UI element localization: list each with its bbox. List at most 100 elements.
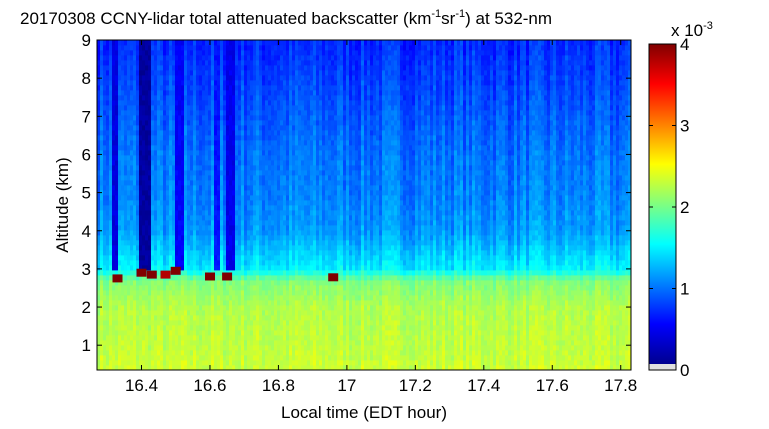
heatmap-cell — [214, 175, 218, 181]
heatmap-cell — [214, 200, 218, 206]
heatmap-cell — [268, 195, 272, 201]
heatmap-cell — [298, 250, 302, 256]
heatmap-cell — [232, 315, 236, 321]
heatmap-cell — [160, 110, 164, 116]
heatmap-cell — [157, 325, 161, 331]
heatmap-cell — [235, 135, 239, 141]
heatmap-cell — [295, 55, 299, 61]
heatmap-cell — [310, 115, 314, 121]
heatmap-cell — [247, 110, 251, 116]
heatmap-cell — [247, 255, 251, 261]
heatmap-cell — [109, 110, 113, 116]
heatmap-cell — [109, 200, 113, 206]
heatmap-cell — [232, 175, 236, 181]
heatmap-cell — [223, 150, 227, 156]
heatmap-cell — [265, 310, 269, 316]
heatmap-cell — [178, 340, 182, 346]
heatmap-cell — [262, 275, 266, 281]
heatmap-cell — [235, 175, 239, 181]
heatmap-cell — [241, 65, 245, 71]
heatmap-cell — [127, 45, 131, 51]
heatmap-cell — [298, 310, 302, 316]
heatmap-cell — [298, 115, 302, 121]
heatmap-cell — [160, 225, 164, 231]
heatmap-cell — [166, 340, 170, 346]
heatmap-cell — [136, 245, 140, 251]
heatmap-cell — [118, 320, 122, 326]
heatmap-cell — [229, 165, 233, 171]
heatmap-cell — [109, 165, 113, 171]
heatmap-cell — [211, 80, 215, 86]
heatmap-cell — [163, 70, 167, 76]
heatmap-cell — [127, 135, 131, 141]
heatmap-cell — [148, 40, 152, 46]
heatmap-cell — [136, 40, 140, 46]
heatmap-cell — [310, 95, 314, 101]
heatmap-cell — [193, 325, 197, 331]
heatmap-cell — [280, 45, 284, 51]
heatmap-cell — [271, 265, 275, 271]
heatmap-cell — [142, 165, 146, 171]
heatmap-cell — [151, 250, 155, 256]
heatmap-cell — [223, 120, 227, 126]
heatmap-cell — [247, 175, 251, 181]
heatmap-cell — [247, 125, 251, 131]
heatmap-cell — [259, 80, 263, 86]
heatmap-cell — [121, 225, 125, 231]
heatmap-cell — [232, 205, 236, 211]
heatmap-cell — [211, 60, 215, 66]
heatmap-cell — [319, 180, 323, 186]
heatmap-cell — [157, 210, 161, 216]
heatmap-cell — [208, 235, 212, 241]
heatmap-cell — [163, 140, 167, 146]
heatmap-cell — [199, 130, 203, 136]
heatmap-cell — [235, 125, 239, 131]
heatmap-cell — [229, 245, 233, 251]
heatmap-cell — [115, 215, 119, 221]
heatmap-cell — [298, 145, 302, 151]
heatmap-cell — [277, 155, 281, 161]
heatmap-cell — [106, 85, 110, 91]
heatmap-cell — [154, 165, 158, 171]
heatmap-cell — [277, 175, 281, 181]
heatmap-cell — [97, 225, 101, 231]
heatmap-cell — [112, 80, 116, 86]
heatmap-cell — [130, 340, 134, 346]
heatmap-cell — [235, 340, 239, 346]
heatmap-cell — [118, 70, 122, 76]
heatmap-cell — [130, 345, 134, 351]
heatmap-cell — [310, 295, 314, 301]
heatmap-cell — [193, 300, 197, 306]
heatmap-cell — [136, 365, 140, 371]
heatmap-cell — [211, 255, 215, 261]
heatmap-cell — [274, 220, 278, 226]
heatmap-cell — [196, 325, 200, 331]
heatmap-cell — [157, 335, 161, 341]
heatmap-cell — [292, 295, 296, 301]
heatmap-cell — [286, 125, 290, 131]
heatmap-cell — [184, 355, 188, 361]
heatmap-cell — [220, 365, 224, 371]
heatmap-cell — [268, 245, 272, 251]
heatmap-cell — [286, 135, 290, 141]
heatmap-cell — [220, 210, 224, 216]
heatmap-cell — [235, 145, 239, 151]
heatmap-cell — [199, 180, 203, 186]
heatmap-cell — [235, 295, 239, 301]
heatmap-cell — [280, 330, 284, 336]
heatmap-cell — [253, 340, 257, 346]
heatmap-cell — [112, 235, 116, 241]
heatmap-cell — [292, 310, 296, 316]
heatmap-cell — [298, 120, 302, 126]
heatmap-cell — [175, 200, 179, 206]
heatmap-cell — [142, 245, 146, 251]
heatmap-cell — [265, 215, 269, 221]
heatmap-cell — [154, 280, 158, 286]
heatmap-cell — [202, 240, 206, 246]
heatmap-cell — [301, 75, 305, 81]
heatmap-cell — [277, 170, 281, 176]
heatmap-cell — [289, 220, 293, 226]
heatmap-cell — [175, 115, 179, 121]
heatmap-cell — [118, 190, 122, 196]
heatmap-cell — [187, 275, 191, 281]
